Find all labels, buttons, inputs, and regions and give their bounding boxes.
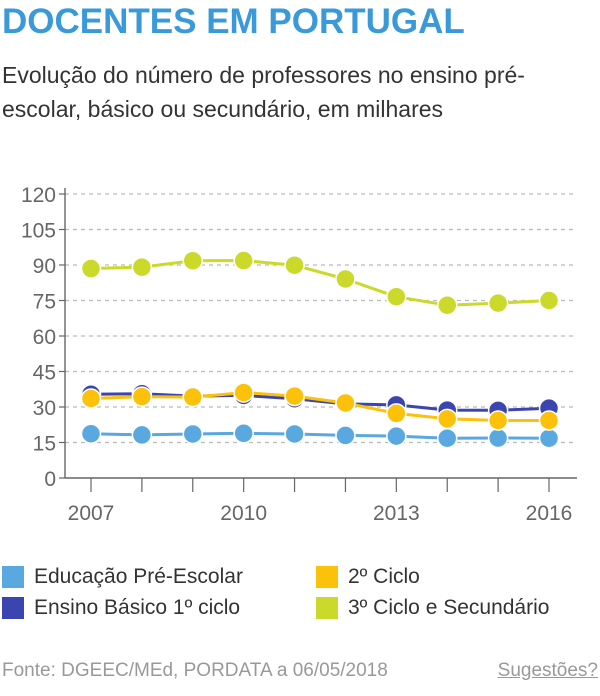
legend-swatch	[316, 566, 338, 588]
data-point	[80, 423, 102, 444]
y-tick-label: 90	[33, 255, 56, 278]
data-point	[284, 385, 305, 407]
legend-swatch	[2, 597, 24, 619]
data-point	[538, 427, 560, 449]
legend-item-3-ciclo-secundario: 3º Ciclo e Secundário	[316, 593, 549, 623]
legend-label: 3º Ciclo e Secundário	[348, 596, 550, 619]
data-point	[131, 256, 153, 278]
legend-swatch	[316, 597, 338, 619]
data-point	[436, 427, 458, 449]
data-point	[487, 292, 509, 314]
data-point	[233, 250, 254, 271]
data-point	[80, 388, 102, 409]
legend-label: 2º Ciclo	[348, 565, 420, 588]
data-point	[436, 294, 458, 316]
data-point	[538, 410, 560, 431]
y-tick-label: 60	[33, 326, 56, 349]
legend-item-2-ciclo: 2º Ciclo	[316, 562, 420, 592]
y-tick-label: 105	[21, 220, 56, 243]
data-point	[335, 425, 356, 446]
data-point	[335, 392, 356, 414]
legend-swatch	[2, 566, 24, 588]
data-point	[487, 410, 509, 431]
y-tick-label: 0	[44, 468, 56, 491]
chart-legend: Educação Pré-Escolar Ensino Básico 1º ci…	[0, 560, 600, 630]
data-point	[386, 286, 407, 307]
data-point	[487, 427, 509, 449]
data-point	[80, 258, 102, 279]
y-tick-label: 75	[33, 291, 56, 314]
data-point	[386, 425, 407, 447]
data-point	[538, 290, 560, 311]
series-line	[90, 431, 550, 440]
legend-label: Educação Pré-Escolar	[34, 565, 243, 588]
data-point	[233, 382, 254, 403]
suggestions-link[interactable]: Sugestões?	[497, 660, 598, 681]
chart-title: DOCENTES EM PORTUGAL	[2, 2, 465, 41]
chart-subtitle: Evolução do número de professores no ens…	[2, 62, 525, 122]
series-line	[90, 259, 550, 307]
data-point	[233, 423, 254, 444]
source-note: Fonte: DGEEC/MEd, PORDATA a 06/05/2018	[2, 660, 388, 681]
series-line	[90, 391, 549, 422]
x-tick-label: 2013	[373, 502, 420, 525]
data-point	[182, 423, 204, 445]
data-point	[284, 423, 305, 445]
footer: Fonte: DGEEC/MEd, PORDATA a 06/05/2018 S…	[0, 656, 600, 696]
series-line	[90, 392, 550, 412]
x-tick-label: 2010	[220, 502, 267, 525]
x-tick-label: 2016	[526, 502, 573, 525]
data-point	[131, 424, 153, 446]
line-chart: 0 15 30 45 60 75 90 105 120 2007 2010 2013 2016	[21, 184, 577, 525]
y-tick-label: 45	[33, 362, 56, 385]
data-point	[386, 403, 407, 424]
y-tick-label: 30	[33, 397, 56, 420]
data-point	[436, 408, 458, 430]
legend-item-pre-escolar: Educação Pré-Escolar	[2, 562, 243, 592]
legend-label: Ensino Básico 1º ciclo	[34, 596, 241, 619]
data-point	[284, 254, 305, 276]
data-point	[182, 250, 204, 271]
data-point	[131, 386, 153, 407]
data-point	[182, 386, 204, 408]
y-tick-label: 15	[33, 433, 56, 456]
y-tick-label: 120	[21, 184, 56, 207]
data-point	[335, 268, 356, 290]
legend-item-basico-1-ciclo: Ensino Básico 1º ciclo	[2, 593, 240, 623]
x-tick-label: 2007	[68, 502, 115, 525]
